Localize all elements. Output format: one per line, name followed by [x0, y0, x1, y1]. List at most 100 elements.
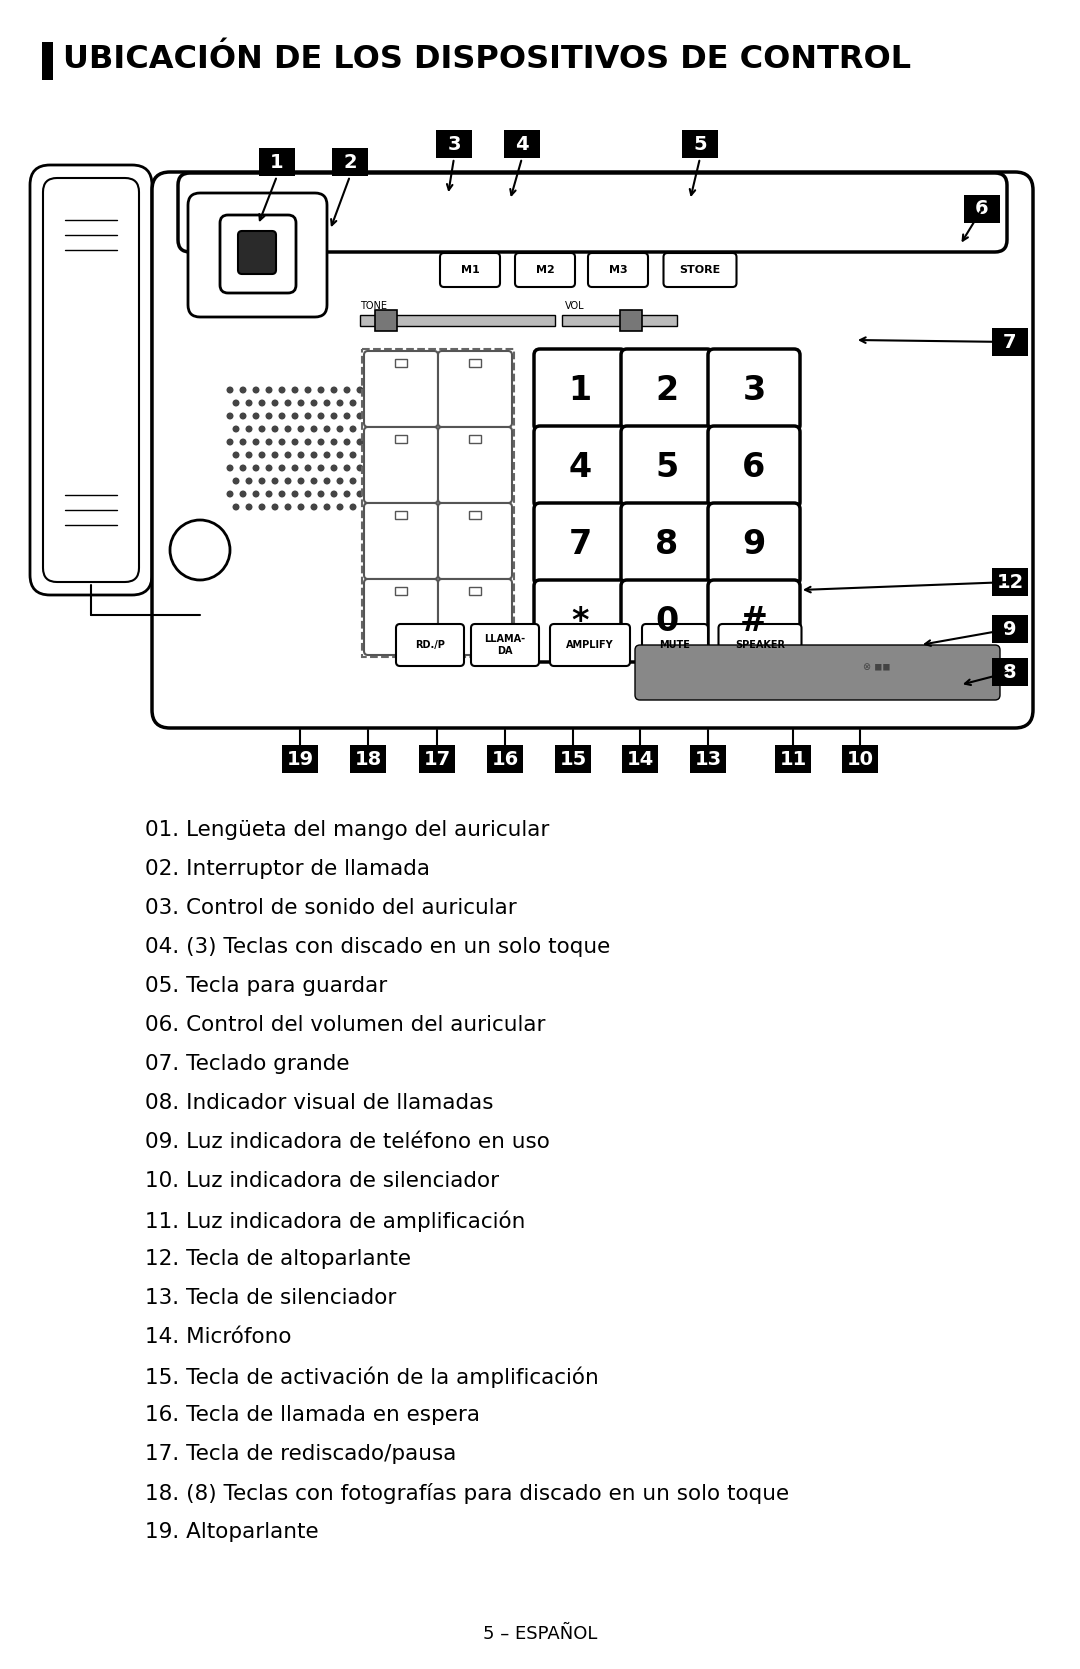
- Circle shape: [306, 387, 311, 392]
- Bar: [395, 511, 407, 519]
- Text: 7: 7: [1003, 332, 1016, 352]
- Circle shape: [311, 426, 316, 432]
- Text: 12: 12: [997, 572, 1024, 591]
- Circle shape: [298, 452, 303, 457]
- Circle shape: [332, 414, 337, 419]
- Circle shape: [311, 452, 316, 457]
- Circle shape: [280, 491, 285, 497]
- Circle shape: [311, 504, 316, 509]
- Circle shape: [350, 452, 355, 457]
- FancyBboxPatch shape: [364, 502, 438, 579]
- Circle shape: [246, 504, 252, 509]
- Circle shape: [357, 491, 363, 497]
- Circle shape: [306, 466, 311, 471]
- Circle shape: [240, 387, 246, 392]
- Circle shape: [345, 387, 350, 392]
- FancyBboxPatch shape: [635, 644, 1000, 699]
- Bar: [436, 130, 472, 159]
- Text: 6: 6: [975, 200, 989, 219]
- FancyBboxPatch shape: [30, 165, 152, 596]
- Bar: [993, 658, 1028, 686]
- Circle shape: [227, 491, 233, 497]
- Bar: [42, 42, 53, 80]
- FancyBboxPatch shape: [438, 427, 512, 502]
- Circle shape: [324, 504, 329, 509]
- Text: 9: 9: [1003, 619, 1016, 639]
- Text: 8: 8: [656, 527, 678, 561]
- Circle shape: [345, 439, 350, 446]
- Circle shape: [293, 491, 298, 497]
- Circle shape: [293, 387, 298, 392]
- Text: 09. Luz indicadora de teléfono en uso: 09. Luz indicadora de teléfono en uso: [145, 1132, 550, 1152]
- Circle shape: [337, 452, 342, 457]
- Text: 18: 18: [354, 749, 381, 768]
- Circle shape: [319, 491, 324, 497]
- Circle shape: [266, 387, 272, 392]
- Text: 16: 16: [491, 749, 518, 768]
- Circle shape: [280, 414, 285, 419]
- Bar: [620, 310, 642, 330]
- Text: 12. Tecla de altoparlante: 12. Tecla de altoparlante: [145, 1248, 411, 1268]
- Circle shape: [233, 401, 239, 406]
- Text: 05. Tecla para guardar: 05. Tecla para guardar: [145, 976, 388, 996]
- FancyBboxPatch shape: [364, 427, 438, 502]
- Circle shape: [246, 479, 252, 484]
- Text: 0: 0: [656, 604, 678, 638]
- Text: 11. Luz indicadora de amplificación: 11. Luz indicadora de amplificación: [145, 1210, 525, 1232]
- Circle shape: [280, 387, 285, 392]
- Circle shape: [311, 401, 316, 406]
- Circle shape: [298, 426, 303, 432]
- FancyBboxPatch shape: [588, 254, 648, 287]
- Text: 2: 2: [343, 152, 356, 172]
- Bar: [362, 349, 514, 658]
- Text: ⊗ ◼◼: ⊗ ◼◼: [863, 663, 891, 673]
- FancyBboxPatch shape: [220, 215, 296, 294]
- FancyBboxPatch shape: [534, 502, 626, 586]
- Circle shape: [253, 491, 259, 497]
- Text: 03. Control de sonido del auricular: 03. Control de sonido del auricular: [145, 898, 516, 918]
- Text: 3: 3: [447, 135, 461, 154]
- Bar: [395, 587, 407, 596]
- FancyBboxPatch shape: [43, 179, 139, 582]
- FancyBboxPatch shape: [364, 579, 438, 654]
- Circle shape: [285, 401, 291, 406]
- Text: 6: 6: [742, 451, 766, 484]
- FancyBboxPatch shape: [708, 426, 800, 507]
- Text: MUTE: MUTE: [660, 639, 690, 649]
- Circle shape: [280, 466, 285, 471]
- Circle shape: [259, 426, 265, 432]
- Bar: [469, 436, 481, 442]
- Circle shape: [272, 401, 278, 406]
- Circle shape: [337, 401, 342, 406]
- FancyBboxPatch shape: [534, 426, 626, 507]
- Circle shape: [324, 479, 329, 484]
- Text: 4: 4: [568, 451, 592, 484]
- Circle shape: [246, 452, 252, 457]
- Bar: [681, 130, 718, 159]
- Text: 15. Tecla de activación de la amplificación: 15. Tecla de activación de la amplificac…: [145, 1365, 598, 1387]
- Text: 5: 5: [693, 135, 706, 154]
- Circle shape: [240, 439, 246, 446]
- Text: #: #: [740, 604, 768, 638]
- Circle shape: [319, 439, 324, 446]
- FancyBboxPatch shape: [188, 194, 327, 317]
- Circle shape: [345, 491, 350, 497]
- Text: M1: M1: [461, 265, 480, 275]
- FancyBboxPatch shape: [708, 581, 800, 663]
- Circle shape: [233, 479, 239, 484]
- FancyBboxPatch shape: [642, 624, 708, 666]
- Circle shape: [324, 401, 329, 406]
- Circle shape: [298, 504, 303, 509]
- Bar: [419, 744, 455, 773]
- Bar: [469, 359, 481, 367]
- Circle shape: [253, 439, 259, 446]
- Text: 17. Tecla de rediscado/pausa: 17. Tecla de rediscado/pausa: [145, 1444, 457, 1464]
- Circle shape: [293, 414, 298, 419]
- Circle shape: [253, 414, 259, 419]
- Bar: [993, 329, 1028, 355]
- Circle shape: [272, 504, 278, 509]
- Bar: [487, 744, 523, 773]
- Circle shape: [266, 491, 272, 497]
- Text: 9: 9: [742, 527, 766, 561]
- Circle shape: [350, 426, 355, 432]
